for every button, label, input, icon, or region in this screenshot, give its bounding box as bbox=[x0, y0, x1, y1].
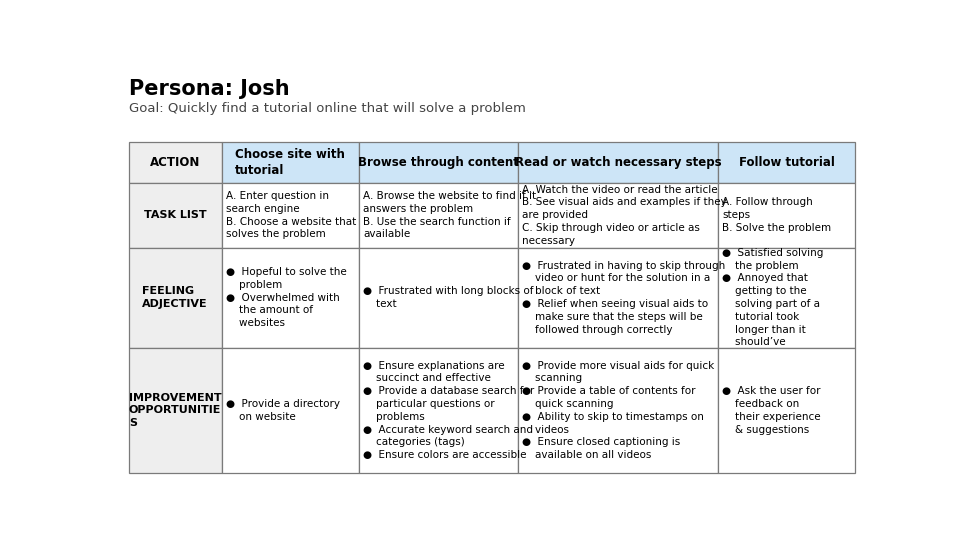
Bar bbox=[518, 141, 718, 183]
Text: Choose site with
tutorial: Choose site with tutorial bbox=[235, 147, 345, 177]
Text: ACTION: ACTION bbox=[150, 156, 201, 169]
Bar bbox=[222, 348, 359, 473]
Text: A. Browse the website to find if it
answers the problem
B. Use the search functi: A. Browse the website to find if it answ… bbox=[363, 191, 537, 239]
Text: ●  Hopeful to solve the
    problem
●  Overwhelmed with
    the amount of
    we: ● Hopeful to solve the problem ● Overwhe… bbox=[226, 267, 347, 328]
Text: Follow tutorial: Follow tutorial bbox=[738, 156, 834, 169]
Bar bbox=[222, 141, 359, 183]
Bar bbox=[718, 183, 855, 248]
Bar bbox=[359, 183, 518, 248]
Text: TASK LIST: TASK LIST bbox=[144, 210, 206, 220]
Bar bbox=[518, 183, 718, 248]
Text: A. Follow through
steps
B. Solve the problem: A. Follow through steps B. Solve the pro… bbox=[723, 198, 831, 233]
Bar bbox=[718, 248, 855, 348]
Text: Read or watch necessary steps: Read or watch necessary steps bbox=[515, 156, 721, 169]
Text: ●  Ask the user for
    feedback on
    their experience
    & suggestions: ● Ask the user for feedback on their exp… bbox=[723, 386, 821, 435]
Bar bbox=[129, 248, 222, 348]
Bar bbox=[129, 348, 222, 473]
Text: A. Watch the video or read the article
B. See visual aids and examples if they
a: A. Watch the video or read the article B… bbox=[522, 185, 727, 246]
Bar bbox=[222, 248, 359, 348]
Text: FEELING
ADJECTIVE: FEELING ADJECTIVE bbox=[142, 286, 208, 309]
Bar bbox=[359, 248, 518, 348]
Text: ●  Ensure explanations are
    succinct and effective
●  Provide a database sear: ● Ensure explanations are succinct and e… bbox=[363, 361, 535, 460]
Bar bbox=[518, 248, 718, 348]
Bar bbox=[129, 141, 222, 183]
Bar bbox=[718, 141, 855, 183]
Text: ●  Frustrated in having to skip through
    video or hunt for the solution in a
: ● Frustrated in having to skip through v… bbox=[522, 261, 726, 335]
Bar bbox=[222, 183, 359, 248]
Text: ●  Provide more visual aids for quick
    scanning
●  Provide a table of content: ● Provide more visual aids for quick sca… bbox=[522, 361, 714, 460]
Text: ●  Frustrated with long blocks of
    text: ● Frustrated with long blocks of text bbox=[363, 286, 534, 309]
Text: Persona: Josh: Persona: Josh bbox=[129, 79, 290, 99]
Bar bbox=[718, 348, 855, 473]
Text: Browse through content: Browse through content bbox=[358, 156, 518, 169]
Bar bbox=[518, 348, 718, 473]
Bar bbox=[359, 141, 518, 183]
Bar bbox=[129, 183, 222, 248]
Text: IMPROVEMENT
OPPORTUNITIE
S: IMPROVEMENT OPPORTUNITIE S bbox=[129, 393, 222, 428]
Bar bbox=[359, 348, 518, 473]
Text: A. Enter question in
search engine
B. Choose a website that
solves the problem: A. Enter question in search engine B. Ch… bbox=[226, 191, 356, 239]
Text: ●  Provide a directory
    on website: ● Provide a directory on website bbox=[226, 399, 340, 422]
Text: ●  Satisfied solving
    the problem
●  Annoyed that
    getting to the
    solv: ● Satisfied solving the problem ● Annoye… bbox=[723, 248, 824, 347]
Text: Goal: Quickly find a tutorial online that will solve a problem: Goal: Quickly find a tutorial online tha… bbox=[129, 102, 526, 115]
